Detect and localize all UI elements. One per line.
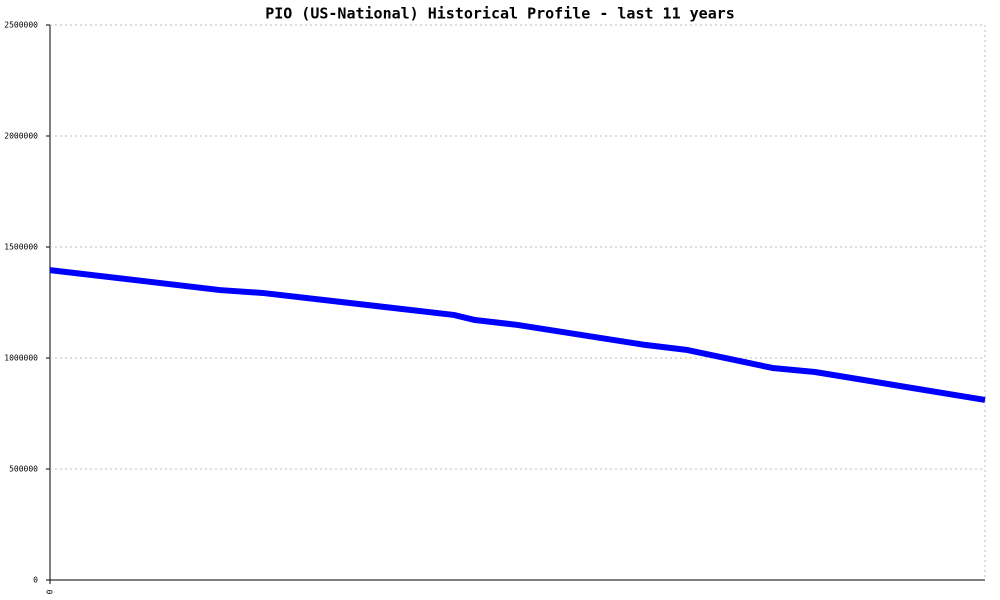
data-line — [49, 267, 986, 403]
x-tick-label: 0 — [46, 589, 55, 594]
y-tick-label: 2000000 — [4, 132, 38, 141]
y-tick-label: 1500000 — [4, 243, 38, 252]
chart-title: PIO (US-National) Historical Profile - l… — [265, 5, 735, 23]
y-tick-label: 0 — [33, 576, 38, 585]
y-tick-label: 2500000 — [4, 21, 38, 30]
y-tick-label: 500000 — [9, 465, 38, 474]
y-tick-label: 1000000 — [4, 354, 38, 363]
